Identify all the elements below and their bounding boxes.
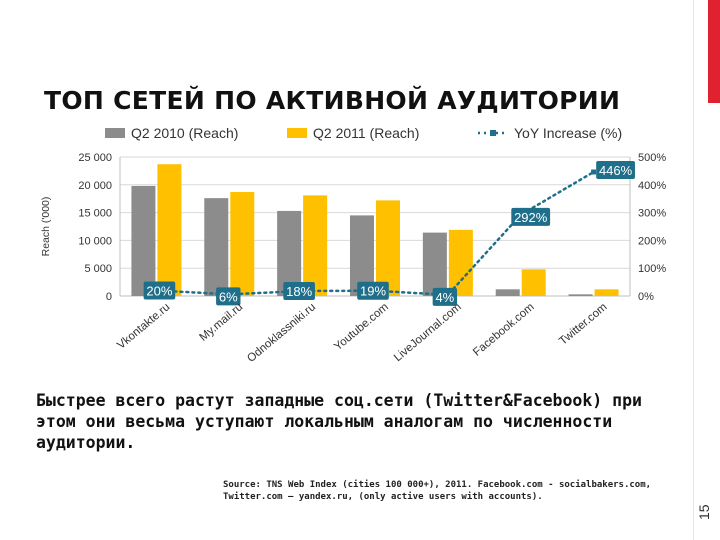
y-tick-label: 25 000 xyxy=(78,152,112,164)
y2-tick-label: 200% xyxy=(638,235,666,247)
source-note: Source: TNS Web Index (cities 100 000+),… xyxy=(223,480,652,502)
bar-q2-2011 xyxy=(157,164,182,296)
y2-tick-label: 400% xyxy=(638,180,666,192)
x-tick-label: LiveJournal.com xyxy=(392,301,464,364)
yoy-label: 4% xyxy=(435,290,454,305)
accent-bar xyxy=(708,0,720,103)
y-tick-label: 0 xyxy=(106,291,112,303)
legend-swatch xyxy=(287,128,307,138)
page-number: 15 xyxy=(696,504,712,520)
yoy-label: 446% xyxy=(599,163,633,178)
x-tick-label: My.mail.ru xyxy=(198,301,246,344)
bar-q2-2010 xyxy=(422,232,447,296)
yoy-label-box xyxy=(216,287,241,306)
yoy-label-box xyxy=(432,287,458,306)
bar-q2-2010 xyxy=(495,289,520,296)
y2-tick-label: 0% xyxy=(638,291,654,303)
bar-q2-2011 xyxy=(230,192,255,296)
bar-q2-2011 xyxy=(594,289,619,296)
x-tick-label: Vkontakte.ru xyxy=(115,301,172,352)
y-tick-label: 5 000 xyxy=(84,263,112,275)
yoy-label-box xyxy=(596,161,635,180)
bar-q2-2010 xyxy=(131,185,156,296)
bar-q2-2010 xyxy=(277,210,302,296)
legend-label: Q2 2011 (Reach) xyxy=(313,125,419,141)
legend-swatch-marker xyxy=(490,130,496,136)
x-tick-label: Odnoklassniki.ru xyxy=(245,301,318,365)
x-tick-label: Youtube.com xyxy=(332,301,391,353)
bar-q2-2011 xyxy=(303,195,328,296)
reach-chart: 0 5 000 10 000 15 000 20 000 25 000 0% 100% 200%… xyxy=(40,125,666,365)
yoy-label: 292% xyxy=(514,210,548,225)
divider-line xyxy=(693,0,694,540)
bar-q2-2010 xyxy=(568,294,593,296)
x-tick-label: Facebook.com xyxy=(471,301,537,359)
bar-q2-2010 xyxy=(204,198,229,296)
x-tick-label: Twitter.com xyxy=(557,301,609,348)
y2-tick-label: 300% xyxy=(638,208,666,220)
yoy-label-box xyxy=(143,281,176,300)
y2-tick-label: 100% xyxy=(638,263,666,275)
slide-title: ТОП СЕТЕЙ ПО АКТИВНОЙ АУДИТОРИИ xyxy=(44,86,621,115)
legend-swatch xyxy=(105,128,125,138)
yoy-label: 6% xyxy=(219,289,238,304)
y2-tick-label: 500% xyxy=(638,152,666,164)
yoy-point xyxy=(591,169,597,175)
bar-q2-2011 xyxy=(448,229,473,296)
bar-q2-2011 xyxy=(376,200,400,296)
yoy-label: 18% xyxy=(286,284,312,299)
y-tick-label: 15 000 xyxy=(78,208,112,220)
yoy-label: 19% xyxy=(360,284,386,299)
y-tick-label: 10 000 xyxy=(78,235,112,247)
legend-label: YoY Increase (%) xyxy=(514,125,622,141)
y-tick-label: 20 000 xyxy=(78,180,112,192)
legend-label: Q2 2010 (Reach) xyxy=(131,125,238,141)
yoy-label-box xyxy=(511,207,551,226)
conclusion-text: Быстрее всего растут западные соц.сети (… xyxy=(36,391,642,452)
yoy-label-box xyxy=(357,281,389,300)
yoy-label-box xyxy=(283,281,315,300)
y-axis-label: Reach ('000) xyxy=(40,197,52,257)
yoy-label: 20% xyxy=(146,283,172,298)
bar-q2-2011 xyxy=(521,269,546,296)
